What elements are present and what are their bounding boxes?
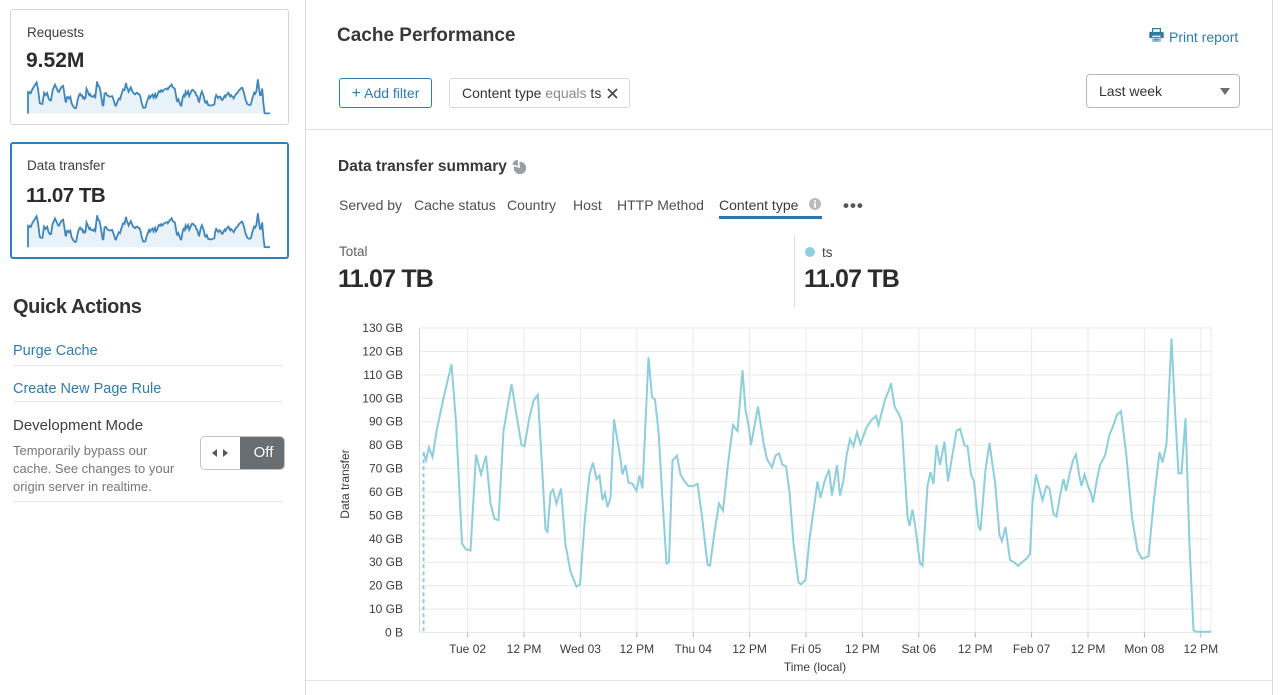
svg-text:70 GB: 70 GB — [369, 462, 403, 476]
svg-text:Tue 02: Tue 02 — [449, 642, 486, 656]
svg-text:12 PM: 12 PM — [732, 642, 767, 656]
svg-text:50 GB: 50 GB — [369, 508, 403, 522]
svg-text:90 GB: 90 GB — [369, 415, 403, 429]
svg-text:Data transfer: Data transfer — [338, 449, 352, 518]
svg-text:Time (local): Time (local) — [784, 660, 846, 674]
svg-text:Sat 06: Sat 06 — [901, 642, 936, 656]
svg-text:12 PM: 12 PM — [507, 642, 542, 656]
svg-text:12 PM: 12 PM — [1183, 642, 1218, 656]
svg-text:Fri 05: Fri 05 — [791, 642, 822, 656]
svg-text:80 GB: 80 GB — [369, 438, 403, 452]
svg-text:10 GB: 10 GB — [369, 602, 403, 616]
svg-text:12 PM: 12 PM — [619, 642, 654, 656]
svg-text:110 GB: 110 GB — [363, 368, 403, 382]
svg-text:40 GB: 40 GB — [369, 532, 403, 546]
svg-text:Feb 07: Feb 07 — [1013, 642, 1051, 656]
svg-text:Wed 03: Wed 03 — [560, 642, 601, 656]
svg-text:20 GB: 20 GB — [369, 579, 403, 593]
svg-text:100 GB: 100 GB — [362, 391, 403, 405]
svg-text:Mon 08: Mon 08 — [1124, 642, 1164, 656]
svg-text:130 GB: 130 GB — [362, 321, 403, 335]
svg-text:0 B: 0 B — [385, 626, 403, 640]
svg-text:12 PM: 12 PM — [1071, 642, 1106, 656]
svg-text:120 GB: 120 GB — [362, 345, 403, 359]
svg-text:12 PM: 12 PM — [958, 642, 993, 656]
svg-text:30 GB: 30 GB — [369, 555, 403, 569]
svg-text:12 PM: 12 PM — [845, 642, 880, 656]
svg-text:60 GB: 60 GB — [369, 485, 403, 499]
svg-text:Thu 04: Thu 04 — [675, 642, 713, 656]
